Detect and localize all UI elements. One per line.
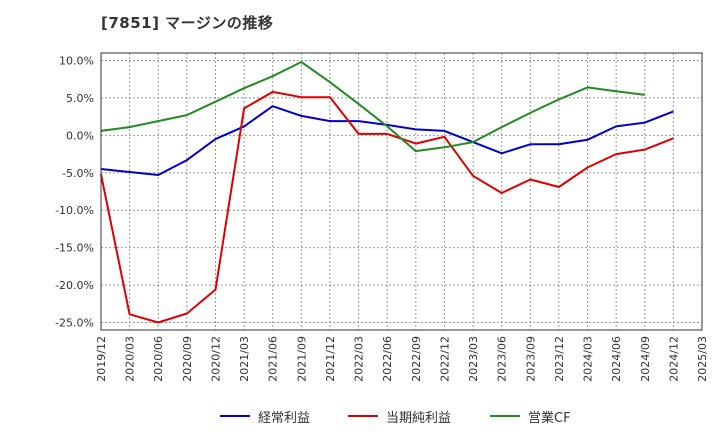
x-tick-label: 2023/06 xyxy=(496,336,509,382)
chart-legend: 経常利益 当期純利益 営業CF xyxy=(0,404,720,428)
legend-item-operating-cf: 営業CF xyxy=(490,404,571,428)
x-tick-label: 2023/03 xyxy=(467,336,480,382)
series-line-1 xyxy=(100,90,674,324)
x-tick-label: 2022/12 xyxy=(438,336,451,382)
x-tick-label: 2022/09 xyxy=(410,336,423,382)
series-line-2 xyxy=(100,61,645,153)
chart-title: [7851] マージンの推移 xyxy=(101,14,274,32)
x-tick-label: 2020/09 xyxy=(181,336,194,382)
x-tick-label: 2024/12 xyxy=(667,336,680,382)
y-tick-label: -15.0% xyxy=(55,242,94,255)
x-tick-label: 2021/06 xyxy=(267,336,280,382)
x-tick-label: 2024/09 xyxy=(639,336,652,382)
plot-area xyxy=(100,52,703,331)
y-tick-label: -10.0% xyxy=(55,204,94,217)
y-tick-label: 0.0% xyxy=(66,129,94,142)
legend-item-ordinary-profit: 経常利益 xyxy=(220,404,310,428)
legend-item-net-profit: 当期純利益 xyxy=(348,404,451,428)
x-tick-label: 2024/06 xyxy=(610,336,623,382)
x-tick-label: 2025/03 xyxy=(696,336,709,382)
plot-border xyxy=(100,52,703,331)
legend-label-net-profit: 当期純利益 xyxy=(386,410,452,426)
x-tick-label: 2019/12 xyxy=(95,336,108,382)
legend-swatch-ordinary-profit xyxy=(220,415,250,417)
legend-swatch-operating-cf xyxy=(490,415,520,417)
legend-label-operating-cf: 営業CF xyxy=(528,410,571,426)
series-line-0 xyxy=(100,105,674,176)
y-tick-label: -5.0% xyxy=(62,167,94,180)
x-tick-label: 2020/12 xyxy=(209,336,222,382)
x-tick-label: 2020/03 xyxy=(124,336,137,382)
x-tick-label: 2021/03 xyxy=(238,336,251,382)
y-tick-label: 10.0% xyxy=(59,54,94,67)
legend-label-ordinary-profit: 経常利益 xyxy=(258,410,311,426)
x-tick-label: 2022/03 xyxy=(353,336,366,382)
legend-swatch-net-profit xyxy=(348,415,378,417)
x-tick-label: 2020/06 xyxy=(152,336,165,382)
y-tick-label: 5.0% xyxy=(66,92,94,105)
x-tick-label: 2021/09 xyxy=(295,336,308,382)
x-tick-label: 2021/12 xyxy=(324,336,337,382)
y-tick-label: -20.0% xyxy=(55,279,94,292)
x-tick-label: 2023/09 xyxy=(524,336,537,382)
y-tick-label: -25.0% xyxy=(55,317,94,330)
x-tick-label: 2023/12 xyxy=(553,336,566,382)
x-tick-label: 2022/06 xyxy=(381,336,394,382)
x-tick-label: 2024/03 xyxy=(582,336,595,382)
